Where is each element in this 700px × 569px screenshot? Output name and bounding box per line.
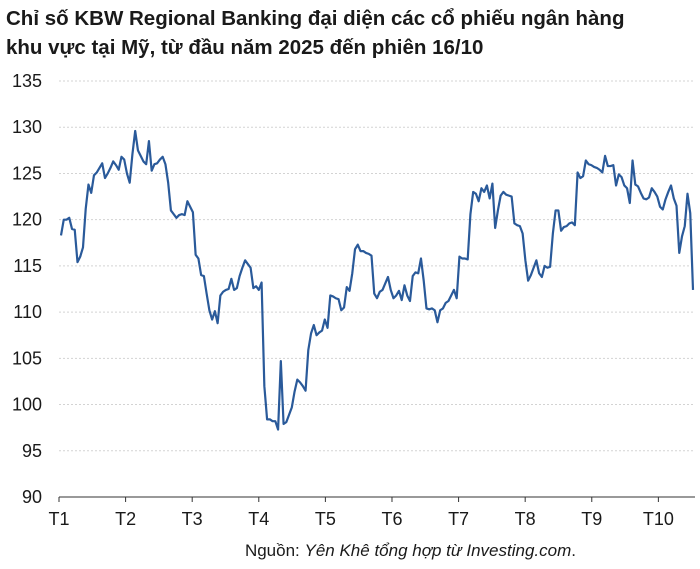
- y-tick-label: 130: [12, 117, 42, 137]
- source-note: Nguồn: Yên Khê tổng hợp từ Investing.com…: [245, 541, 576, 561]
- series-line-kbw-regional-banking: [59, 129, 695, 431]
- x-tick-label: T4: [248, 509, 269, 529]
- source-suffix: .: [571, 541, 576, 560]
- y-tick-label: 120: [12, 210, 42, 230]
- y-tick-label: 105: [12, 348, 42, 368]
- x-tick-label: T6: [381, 509, 402, 529]
- chart-title-line-1: Chỉ số KBW Regional Banking đại diện các…: [6, 7, 625, 30]
- x-tick-label: T3: [182, 509, 203, 529]
- x-axis-tick-marks: [58, 497, 659, 502]
- x-tick-label: T9: [581, 509, 602, 529]
- y-tick-label: 115: [13, 256, 42, 276]
- grid-lines: [59, 80, 695, 452]
- source-prefix: Nguồn:: [244, 541, 305, 560]
- x-tick-label: T10: [643, 509, 674, 529]
- y-tick-label: 125: [12, 163, 42, 183]
- x-axis-tick-labels: T1 T2 T3 T4 T5 T6 T7 T8 T9 T10: [48, 509, 673, 529]
- x-tick-label: T1: [48, 509, 69, 529]
- y-tick-label: 135: [12, 71, 42, 91]
- y-tick-label: 100: [12, 395, 42, 415]
- x-tick-label: T7: [448, 509, 469, 529]
- chart-title-line-2: khu vực tại Mỹ, từ đầu năm 2025 đến phiê…: [6, 36, 484, 59]
- y-tick-label: 95: [22, 441, 42, 461]
- x-tick-label: T2: [115, 509, 136, 529]
- source-text: Yên Khê tổng hợp từ Investing.com: [304, 541, 572, 560]
- y-tick-label: 110: [13, 302, 42, 322]
- chart-title: Chỉ số KBW Regional Banking đại diện các…: [6, 4, 696, 62]
- y-tick-label: 90: [22, 487, 42, 507]
- x-tick-label: T5: [315, 509, 336, 529]
- x-tick-label: T8: [515, 509, 536, 529]
- y-axis-tick-labels: 90 95 100 105 110 115 120 125 130 135: [12, 71, 42, 507]
